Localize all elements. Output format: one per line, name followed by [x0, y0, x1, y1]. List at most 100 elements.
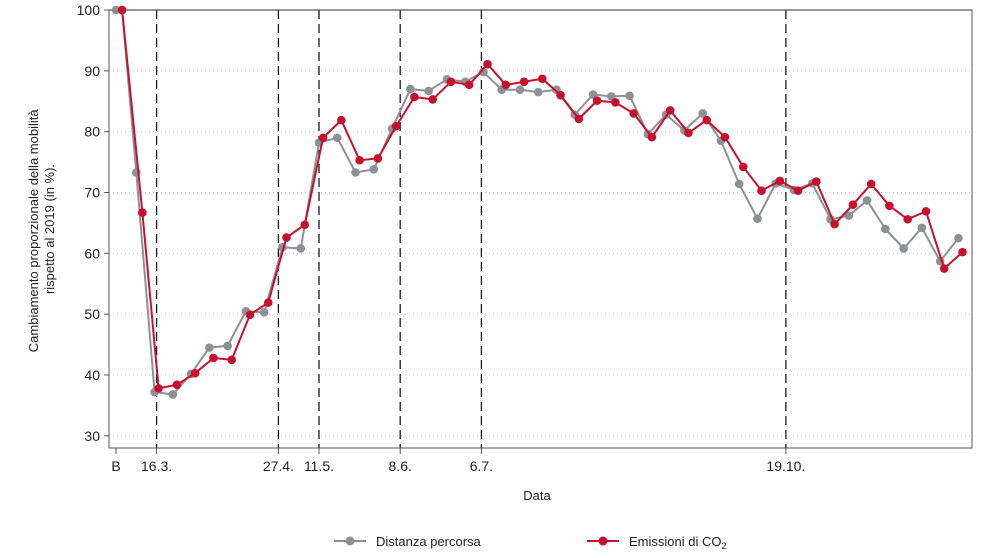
data-point [625, 91, 634, 101]
y-tick-label: 100 [77, 2, 101, 18]
data-point [702, 115, 712, 125]
data-point [519, 77, 529, 87]
data-point [830, 219, 839, 229]
data-point [428, 95, 437, 104]
data-point [515, 85, 525, 94]
x-tick-label: 11.5. [304, 458, 334, 474]
legend-item-emissioni: Emissioni di CO2 [587, 534, 726, 551]
event-dashed-lines [155, 10, 787, 448]
legend-label-emissioni: Emissioni di CO2 [629, 534, 726, 551]
data-point [223, 341, 232, 351]
data-point [757, 186, 766, 195]
x-tick-label: 27.4. [263, 458, 294, 474]
data-point [629, 109, 638, 118]
data-point [282, 233, 291, 242]
y-tick-label: 60 [84, 245, 100, 261]
x-tick-label: 19.10. [766, 458, 805, 474]
data-point [917, 223, 927, 233]
data-point [351, 168, 360, 177]
y-tick-label: 90 [84, 63, 100, 79]
data-point [172, 380, 182, 390]
data-point [866, 179, 876, 189]
x-tick-label: 6.7. [470, 458, 493, 474]
data-point [446, 77, 456, 87]
legend-label-emissioni-main: Emissioni di CO [629, 534, 721, 549]
data-point [138, 208, 147, 217]
data-point [720, 132, 730, 142]
grid-lines [109, 9, 972, 437]
legend-label-emissioni-subscript: 2 [721, 541, 726, 551]
data-point [885, 201, 894, 211]
data-point [698, 109, 707, 118]
data-point [227, 355, 237, 365]
data-point [154, 384, 163, 393]
data-point [168, 390, 178, 399]
data-point [862, 196, 872, 205]
series-distanza [111, 5, 963, 399]
data-point [245, 310, 255, 320]
legend-item-distanza: Distanza percorsa [334, 534, 482, 549]
data-point [738, 162, 748, 172]
y-tick-label: 50 [84, 306, 100, 322]
data-point [607, 92, 616, 101]
x-tick-label: 8.6. [389, 458, 412, 474]
data-point [300, 220, 310, 230]
data-point [406, 84, 415, 94]
series-layer [111, 5, 967, 399]
data-point [190, 368, 200, 378]
data-point [205, 343, 214, 352]
data-point [369, 165, 379, 174]
y-axis-title-line-2: rispetto al 2019 (in %). [42, 164, 57, 294]
data-point [424, 86, 433, 96]
data-point [734, 179, 744, 189]
y-axis-title: Cambiamento proporzionale della mobilità… [26, 106, 57, 352]
legend-swatch-marker [345, 536, 355, 546]
legend-label-distanza: Distanza percorsa [376, 534, 482, 549]
x-axis: B16.3.27.4.11.5.8.6.6.7.19.10.18.1. [111, 448, 805, 474]
data-point [355, 155, 364, 165]
data-point [296, 244, 306, 253]
legend-swatch-marker [598, 536, 608, 546]
data-point [848, 200, 858, 209]
y-axis-title-line-1: Cambiamento proporzionale della mobilità [26, 109, 41, 353]
y-tick-label: 80 [84, 124, 100, 140]
data-point [556, 90, 565, 100]
data-point [318, 133, 328, 143]
data-point [111, 5, 121, 15]
x-tick-label: B [111, 458, 120, 474]
data-point [844, 211, 854, 220]
data-point [263, 298, 273, 307]
y-tick-label: 30 [84, 428, 100, 444]
data-point [501, 80, 511, 90]
data-point [538, 74, 547, 84]
data-point [684, 128, 693, 138]
data-point [410, 92, 419, 102]
data-point [899, 244, 908, 253]
data-point [259, 308, 269, 317]
data-point [793, 186, 803, 195]
data-point [117, 5, 127, 15]
x-tick-label: 16.3. [141, 458, 172, 474]
data-point [939, 264, 949, 273]
data-point [881, 224, 890, 234]
data-point [464, 80, 474, 90]
data-point [209, 353, 218, 363]
data-point [665, 106, 675, 115]
y-tick-label: 40 [84, 367, 100, 383]
series-line [116, 9, 960, 396]
data-point [332, 133, 342, 143]
data-point [958, 247, 967, 257]
data-point [753, 214, 762, 223]
data-point [921, 207, 931, 216]
series-emissioni [117, 5, 967, 393]
data-point [373, 154, 383, 163]
y-axis: 30 40 50 60 70 80 90 100 [77, 2, 109, 444]
data-point [337, 115, 346, 125]
data-point [954, 233, 963, 243]
x-axis-title: Data [523, 488, 551, 503]
series-line [121, 9, 964, 390]
data-point [588, 90, 598, 99]
data-point [611, 98, 620, 107]
legend: Distanza percorsa Emissioni di CO2 [334, 534, 726, 551]
